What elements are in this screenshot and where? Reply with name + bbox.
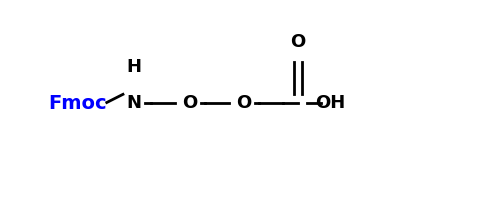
Text: H: H — [126, 57, 141, 75]
Text: O: O — [290, 33, 306, 51]
Text: O: O — [237, 94, 251, 112]
Text: N: N — [126, 94, 141, 112]
Text: Fmoc: Fmoc — [48, 94, 106, 112]
Text: OH: OH — [315, 94, 345, 112]
Text: O: O — [182, 94, 198, 112]
